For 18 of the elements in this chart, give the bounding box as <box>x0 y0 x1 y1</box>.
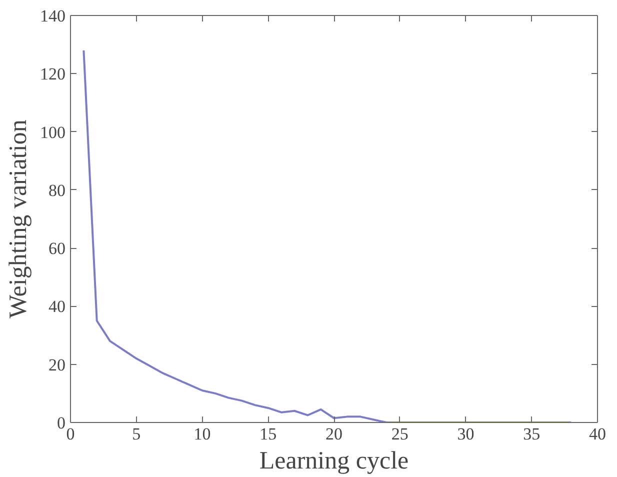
y-tick-label: 80 <box>48 180 66 200</box>
x-tick-label: 5 <box>132 424 141 444</box>
x-axis-title: Learning cycle <box>259 448 409 474</box>
y-tick-label: 100 <box>40 122 66 142</box>
y-tick-label: 20 <box>48 355 66 374</box>
x-tick-label: 20 <box>326 424 342 444</box>
x-tick-label: 30 <box>457 424 474 444</box>
y-tick-label: 60 <box>48 239 66 258</box>
x-tick-label: 15 <box>260 424 277 444</box>
x-tick-label: 10 <box>194 424 211 444</box>
x-tick-label: 40 <box>589 424 606 444</box>
y-tick-label: 40 <box>48 297 66 316</box>
x-tick-label: 35 <box>523 424 540 444</box>
y-tick-label: 120 <box>40 64 66 84</box>
x-tick-label: 25 <box>391 424 408 444</box>
y-axis-title: Weighting variation <box>5 119 32 318</box>
y-tick-label: 140 <box>40 6 66 26</box>
line-series <box>82 49 572 422</box>
